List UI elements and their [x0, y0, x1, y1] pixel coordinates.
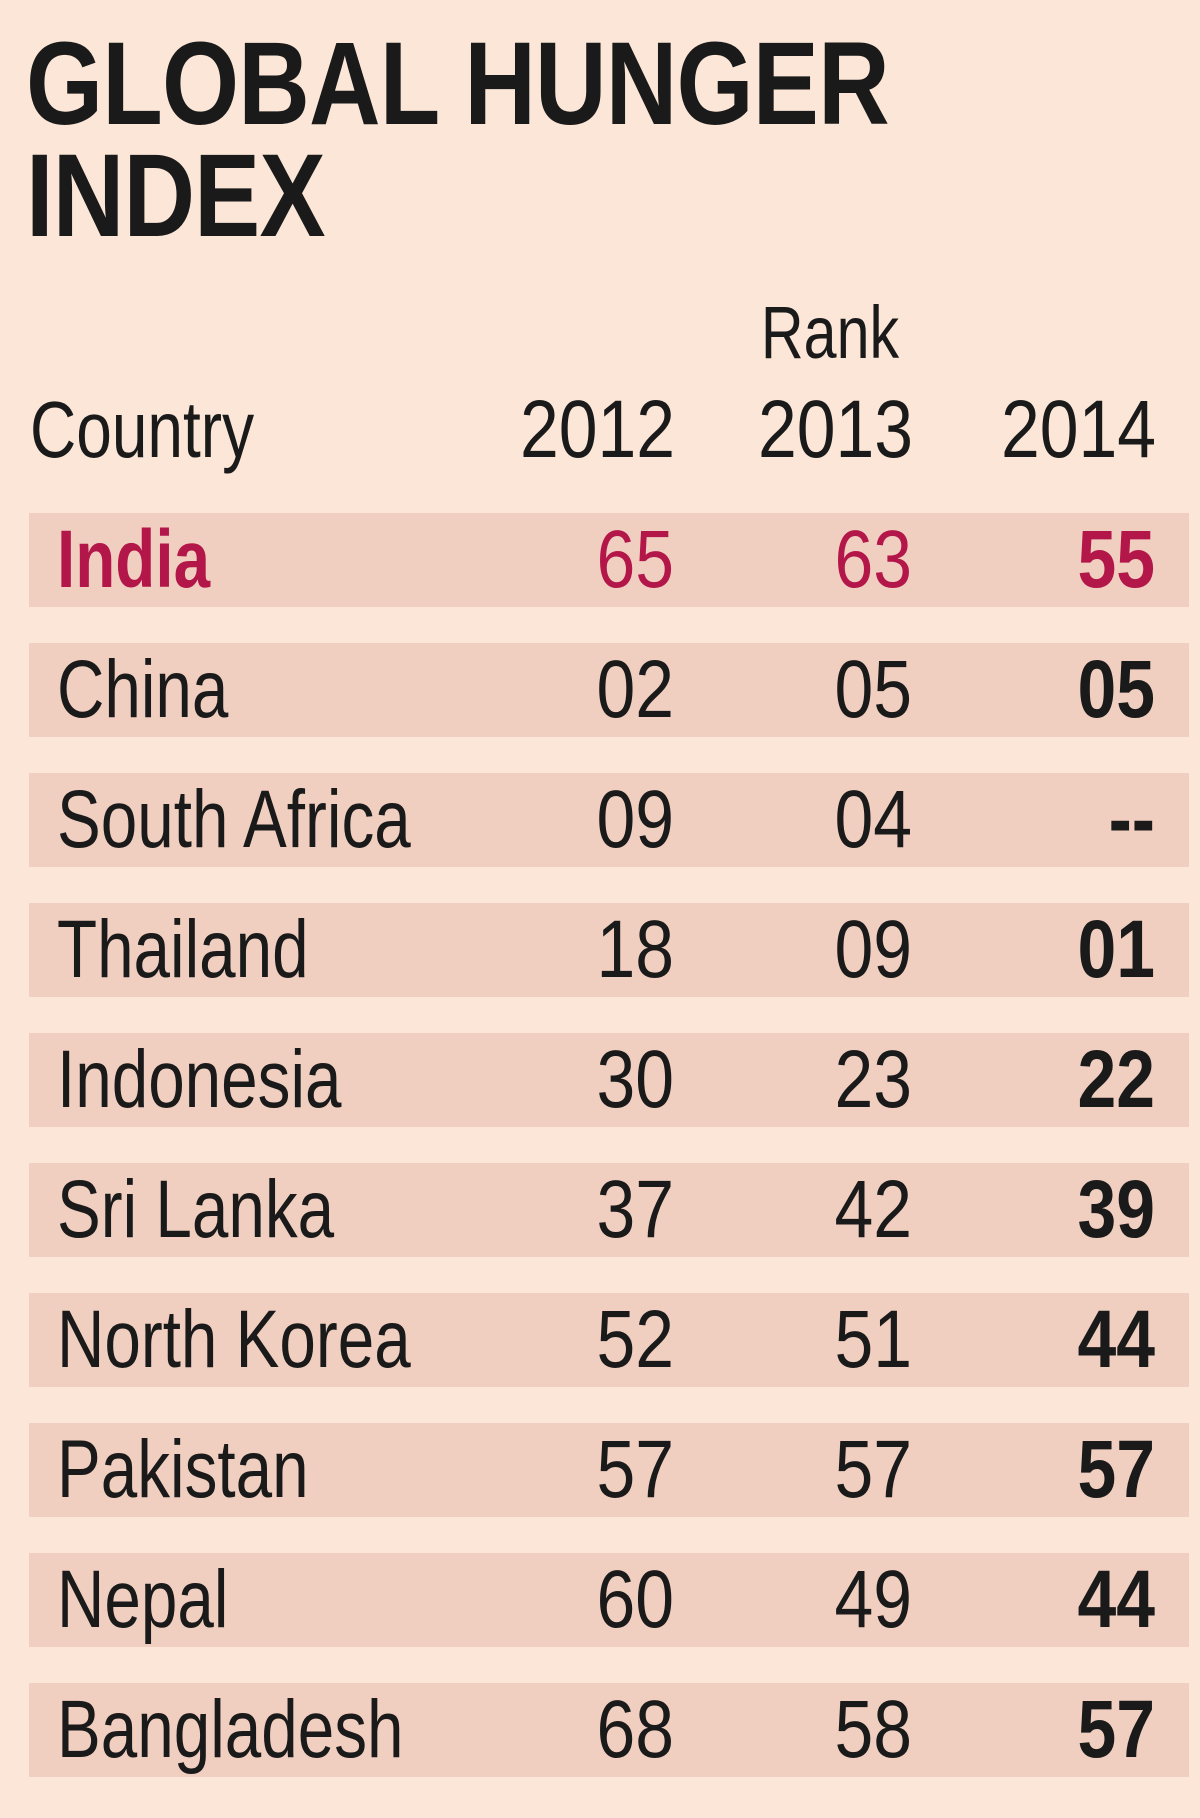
country-cell: Pakistan: [57, 1424, 309, 1515]
title-line-2: INDEX: [26, 130, 326, 262]
rank-2012-cell: 18: [596, 904, 674, 995]
table-row: Sri Lanka 37 42 39: [29, 1163, 1189, 1257]
rank-header: Rank: [760, 291, 900, 374]
rank-2014-cell: 44: [1077, 1294, 1155, 1385]
rank-2012-cell: 68: [596, 1684, 674, 1775]
table-row: South Africa 09 04 --: [29, 773, 1189, 867]
country-cell: Sri Lanka: [57, 1164, 335, 1255]
country-cell: Bangladesh: [57, 1684, 404, 1775]
rank-2014-cell: 39: [1077, 1164, 1155, 1255]
country-cell: Indonesia: [57, 1034, 342, 1125]
table-row: Thailand 18 09 01: [29, 903, 1189, 997]
rank-2014-cell: 57: [1077, 1684, 1155, 1775]
rank-2014-cell: 55: [1077, 514, 1155, 605]
table-row: North Korea 52 51 44: [29, 1293, 1189, 1387]
year-header-2012: 2012: [519, 384, 675, 475]
country-cell: Thailand: [57, 904, 309, 995]
rank-2014-cell: 22: [1077, 1034, 1155, 1125]
rank-2014-cell: 44: [1077, 1554, 1155, 1645]
country-cell: China: [57, 644, 229, 735]
rank-2013-cell: 49: [834, 1554, 912, 1645]
rank-2013-cell: 09: [834, 904, 912, 995]
rank-2013-cell: 42: [834, 1164, 912, 1255]
rank-2014-cell: 01: [1077, 904, 1155, 995]
rank-2012-cell: 65: [596, 514, 674, 605]
table-row: Indonesia 30 23 22: [29, 1033, 1189, 1127]
table-row: India 65 63 55: [29, 513, 1189, 607]
table-row: Nepal 60 49 44: [29, 1553, 1189, 1647]
rank-2013-cell: 57: [834, 1424, 912, 1515]
year-header-2014: 2014: [1000, 384, 1156, 475]
rank-2012-cell: 57: [596, 1424, 674, 1515]
country-cell: North Korea: [57, 1294, 411, 1385]
rank-2012-cell: 30: [596, 1034, 674, 1125]
rank-2013-cell: 51: [834, 1294, 912, 1385]
country-cell: Nepal: [57, 1554, 229, 1645]
title-line-1: GLOBAL HUNGER: [26, 18, 890, 150]
rank-2013-cell: 63: [834, 514, 912, 605]
page-title: GLOBAL HUNGER INDEX: [26, 25, 890, 255]
year-header-2013: 2013: [757, 384, 913, 475]
rank-2013-cell: 23: [834, 1034, 912, 1125]
rank-2012-cell: 09: [596, 774, 674, 865]
table-row: Bangladesh 68 58 57: [29, 1683, 1189, 1777]
rank-2013-cell: 05: [834, 644, 912, 735]
country-header: Country: [30, 385, 255, 474]
rank-2014-cell: 05: [1077, 644, 1155, 735]
rank-2014-cell: --: [1108, 774, 1155, 865]
rank-2014-cell: 57: [1077, 1424, 1155, 1515]
rank-2012-cell: 52: [596, 1294, 674, 1385]
country-cell: India: [57, 514, 211, 605]
rank-2013-cell: 04: [834, 774, 912, 865]
rank-2012-cell: 60: [596, 1554, 674, 1645]
rank-2012-cell: 37: [596, 1164, 674, 1255]
table-row: Pakistan 57 57 57: [29, 1423, 1189, 1517]
rank-2013-cell: 58: [834, 1684, 912, 1775]
country-cell: South Africa: [57, 774, 411, 865]
table-row: China 02 05 05: [29, 643, 1189, 737]
rank-2012-cell: 02: [596, 644, 674, 735]
